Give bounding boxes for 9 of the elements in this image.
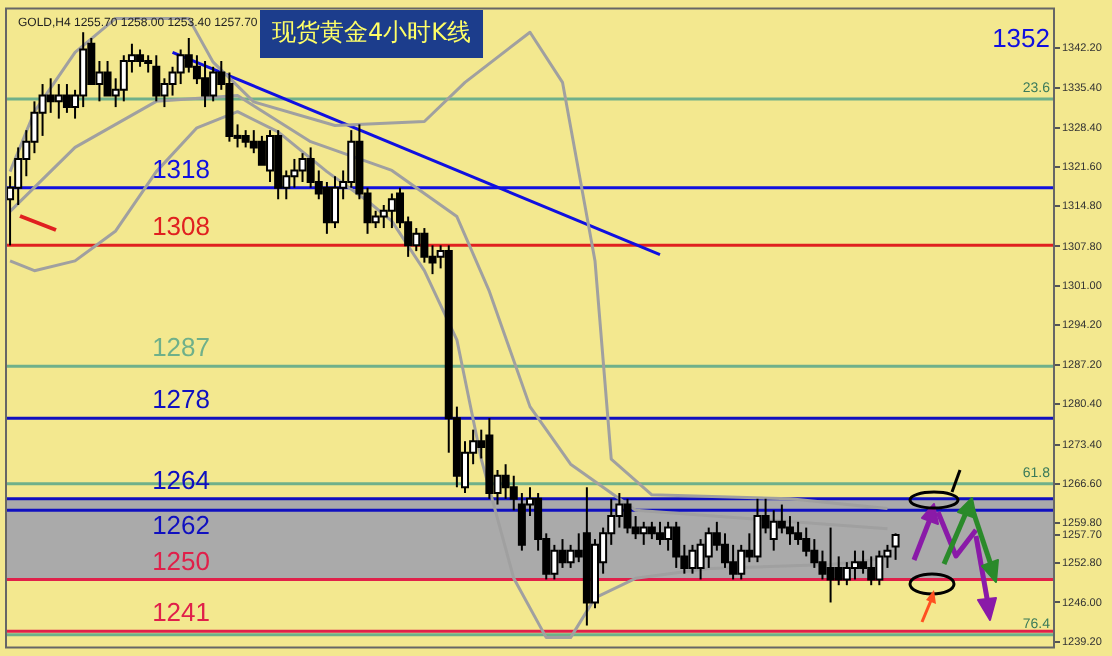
ref-line-label: 1241 bbox=[152, 597, 210, 628]
ref-line-label: 1250 bbox=[152, 545, 210, 576]
ref-line-label: 1318 bbox=[152, 153, 210, 184]
ref-line-label: 1262 bbox=[152, 510, 210, 541]
annotation: 1352 bbox=[992, 22, 1050, 53]
ref-line-label: 1308 bbox=[152, 211, 210, 242]
ref-line-label: 1278 bbox=[152, 384, 210, 415]
ref-line-label: 1287 bbox=[152, 332, 210, 363]
chart-title: 现货黄金4小时K线 bbox=[272, 18, 472, 47]
